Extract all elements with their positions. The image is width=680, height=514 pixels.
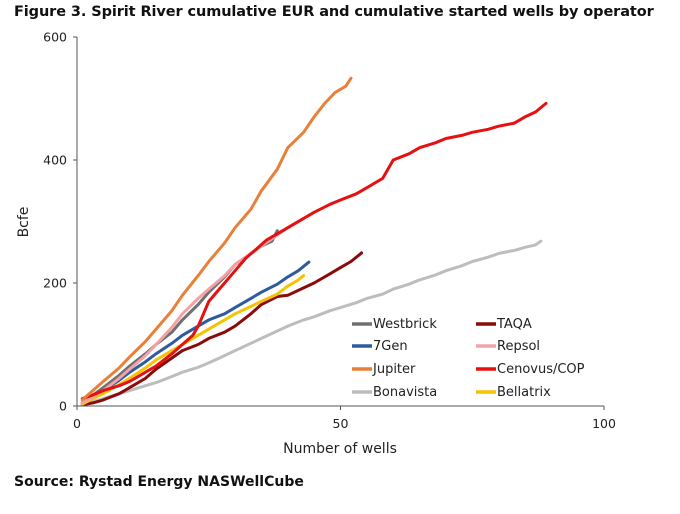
legend-label: Jupiter <box>372 362 416 377</box>
series-line-taqa <box>80 251 364 407</box>
x-tick-label: 0 <box>73 416 81 431</box>
legend-item: Jupiter <box>352 362 416 377</box>
y-tick-label: 600 <box>43 30 67 45</box>
legend: Westbrick 7Gen Jupiter Bonavista TAQA Repsol C… <box>352 317 585 400</box>
y-tick-label: 200 <box>43 276 67 291</box>
legend-label: Cenovus/COP <box>497 362 585 377</box>
series-line-bonavista <box>80 239 543 407</box>
y-tick-label: 0 <box>59 399 67 414</box>
series-line-jupiter <box>80 76 353 402</box>
legend-label: Repsol <box>497 339 540 354</box>
series-layer <box>80 76 548 407</box>
x-axis-title: Number of wells <box>283 441 397 457</box>
legend-item: Cenovus/COP <box>476 362 585 377</box>
legend-label: 7Gen <box>373 339 408 354</box>
legend-item: Bellatrix <box>476 385 551 400</box>
series-line-bellatrix <box>80 274 306 406</box>
x-tick-label: 50 <box>333 416 349 431</box>
x-tick-label: 100 <box>592 416 616 431</box>
y-ticks: 0 200 400 600 <box>43 30 77 414</box>
legend-label: Bonavista <box>373 385 437 400</box>
y-tick-label: 400 <box>43 153 67 168</box>
legend-item: Westbrick <box>352 317 437 332</box>
legend-item: Repsol <box>476 339 540 354</box>
legend-label: TAQA <box>496 317 532 332</box>
legend-item: 7Gen <box>352 339 408 354</box>
legend-label: Westbrick <box>373 317 437 332</box>
figure-title: Figure 3. Spirit River cumulative EUR an… <box>14 4 654 20</box>
legend-item: TAQA <box>476 317 532 332</box>
legend-label: Bellatrix <box>497 385 551 400</box>
x-ticks: 0 50 100 <box>73 406 616 431</box>
series-line-cenovus-cop <box>80 101 548 401</box>
legend-item: Bonavista <box>352 385 437 400</box>
source-note: Source: Rystad Energy NASWellCube <box>14 474 304 490</box>
y-axis-title: Bcfe <box>16 207 32 238</box>
